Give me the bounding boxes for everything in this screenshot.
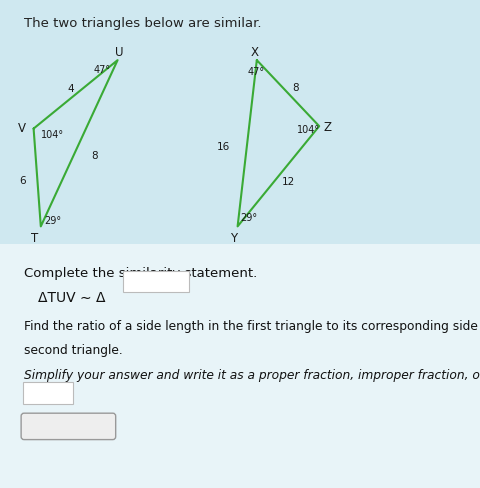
Text: Z: Z — [324, 121, 331, 133]
Text: 29°: 29° — [240, 213, 257, 223]
Text: ΔTUV ∼ Δ: ΔTUV ∼ Δ — [38, 290, 106, 305]
Text: Simplify your answer and write it as a proper fraction, improper fraction, or wh: Simplify your answer and write it as a p… — [24, 368, 480, 382]
Text: second triangle.: second triangle. — [24, 343, 123, 356]
Text: V: V — [18, 122, 25, 135]
Text: 104°: 104° — [41, 130, 64, 140]
Text: X: X — [251, 46, 258, 59]
FancyBboxPatch shape — [123, 271, 189, 293]
Text: 47°: 47° — [94, 65, 111, 75]
Text: Save answer: Save answer — [28, 420, 108, 433]
Text: 104°: 104° — [297, 124, 320, 134]
Text: Complete the similarity statement.: Complete the similarity statement. — [24, 266, 257, 279]
FancyBboxPatch shape — [21, 413, 116, 440]
Text: 47°: 47° — [248, 67, 265, 77]
Text: 12: 12 — [281, 177, 295, 186]
FancyBboxPatch shape — [23, 383, 73, 404]
FancyBboxPatch shape — [0, 244, 480, 488]
Text: 29°: 29° — [45, 216, 62, 225]
Text: U: U — [115, 46, 123, 59]
Text: The two triangles below are similar.: The two triangles below are similar. — [24, 17, 262, 30]
Text: 16: 16 — [216, 142, 230, 151]
Text: Y: Y — [230, 232, 237, 244]
Text: T: T — [31, 232, 38, 244]
Text: 8: 8 — [92, 151, 98, 161]
Text: 8: 8 — [292, 83, 299, 93]
Text: 6: 6 — [20, 176, 26, 185]
Text: 4: 4 — [68, 84, 74, 94]
Text: Find the ratio of a side length in the first triangle to its corresponding side : Find the ratio of a side length in the f… — [24, 320, 480, 333]
